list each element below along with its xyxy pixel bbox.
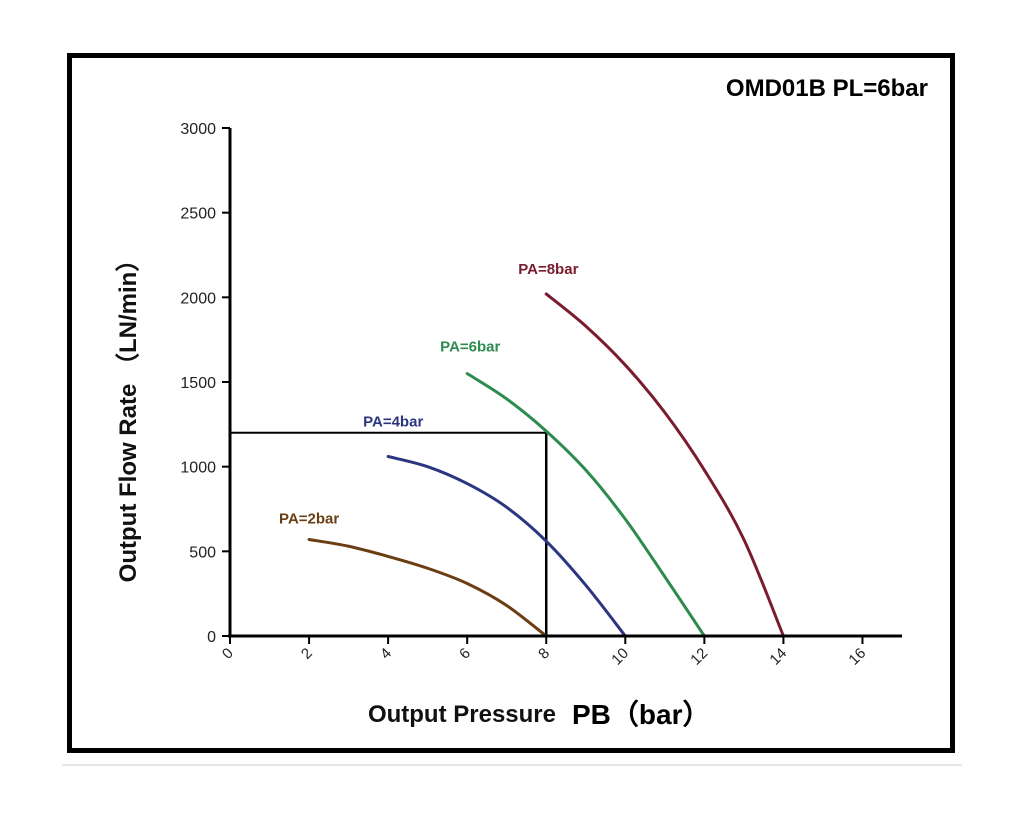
y-tick-label: 2500 <box>180 206 216 223</box>
y-tick-label: 2000 <box>180 290 216 307</box>
series-label-pa-8bar: PA=8bar <box>518 261 578 278</box>
x-tick-label: 4 <box>377 645 395 663</box>
series-line-pa-8bar <box>544 292 785 638</box>
x-tick-label: 6 <box>456 645 474 663</box>
series-line-pa-6bar <box>465 372 706 638</box>
series-label-pa-2bar: PA=2bar <box>279 510 339 527</box>
x-tick-label: 16 <box>845 645 869 669</box>
series-line-pa-2bar <box>307 537 548 638</box>
x-tick-label: 14 <box>766 645 790 669</box>
series-label-pa-4bar: PA=4bar <box>363 414 423 431</box>
y-tick-label: 1500 <box>180 375 216 392</box>
series-line-pa-4bar <box>386 455 627 638</box>
x-tick-label: 10 <box>608 645 632 669</box>
x-axis-label: Output Pressure <box>368 701 556 728</box>
x-tick-label: 8 <box>535 645 553 663</box>
x-tick-label: 0 <box>219 645 237 663</box>
y-tick-label: 0 <box>207 629 216 646</box>
x-tick-label: 2 <box>298 645 316 663</box>
y-axis-label: Output Flow Rate （LN/min） <box>115 248 142 583</box>
x-tick-label: 12 <box>687 645 711 669</box>
bottom-divider <box>62 764 962 766</box>
x-axis-symbol: PB（bar） <box>572 698 710 730</box>
y-tick-label: 1000 <box>180 460 216 477</box>
y-tick-label: 500 <box>189 544 216 561</box>
series-label-pa-6bar: PA=6bar <box>440 339 500 356</box>
y-tick-label: 3000 <box>180 121 216 138</box>
chart-title: OMD01B PL=6bar <box>726 75 928 102</box>
